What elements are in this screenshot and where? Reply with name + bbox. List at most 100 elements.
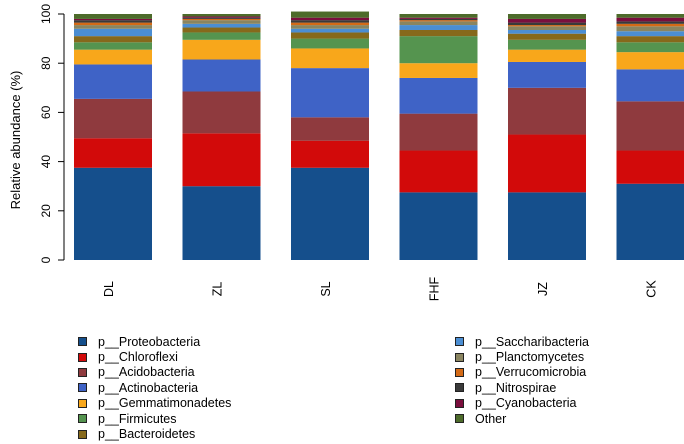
bar-segment <box>74 49 152 65</box>
bar-segment <box>291 48 369 69</box>
legend-swatch <box>78 383 87 393</box>
legend-swatch <box>455 383 464 393</box>
bar-segment <box>182 186 261 260</box>
bar-segment <box>74 20 152 23</box>
legend-label: Other <box>475 411 507 426</box>
bar-segment <box>74 28 152 37</box>
bar-segment <box>291 25 369 29</box>
legend-label: p__Verrucomicrobia <box>475 365 587 380</box>
legend-right-column: p__Saccharibacteria p__Planctomycetes p__V… <box>455 334 589 426</box>
legend-label: p__Gemmatimonadetes <box>98 396 232 411</box>
y-axis-label: Relative abundance (%) <box>8 71 23 210</box>
legend-label: p__Chloroflexi <box>98 350 178 365</box>
bar-segment <box>291 68 369 118</box>
x-tick-label: ZL <box>211 282 225 297</box>
bar-segment <box>182 23 261 28</box>
legend-item: p__Acidobacteria <box>78 365 231 380</box>
legend-item: p__Cyanobacteria <box>455 396 589 411</box>
y-tick-label: 100 <box>39 4 53 24</box>
legend-label: p__Cyanobacteria <box>475 396 577 411</box>
legend-swatch <box>78 367 87 377</box>
bar-segment <box>291 11 369 18</box>
bar-segment <box>291 140 369 168</box>
bar-segment <box>616 183 684 260</box>
x-tick-label: SL <box>319 281 333 296</box>
y-tick-label: 20 <box>39 204 53 218</box>
bar-segment <box>399 63 478 78</box>
bar-segment <box>508 61 586 88</box>
x-tick-label: FHF <box>428 276 442 301</box>
y-tick-label: 40 <box>39 155 53 169</box>
bar-segment <box>616 21 684 24</box>
bar-segment <box>508 14 586 19</box>
bar-segment <box>508 25 586 27</box>
legend-label: p__Saccharibacteria <box>475 334 589 349</box>
legend-label: p__Planctomycetes <box>475 350 585 365</box>
bars <box>74 11 684 260</box>
bar-segment <box>291 117 369 141</box>
bar-segment <box>616 17 684 22</box>
bar-segment <box>399 192 478 260</box>
bar-segment <box>616 36 684 43</box>
bar-segment <box>74 22 152 26</box>
bar-segment <box>508 33 586 40</box>
bar-segment <box>616 23 684 27</box>
bar-segment <box>508 134 586 193</box>
x-tick-label: DL <box>102 281 116 297</box>
bar-segment <box>74 138 152 168</box>
bar-segment <box>399 20 478 22</box>
legend-item: p__Saccharibacteria <box>455 334 589 349</box>
bar-segment <box>74 98 152 139</box>
bar-segment <box>616 101 684 151</box>
bar-segment <box>399 21 478 26</box>
legend-label: p__Bacteroidetes <box>98 427 196 442</box>
bar-segment <box>508 87 586 135</box>
bar-segment <box>399 17 478 19</box>
bar-segment <box>182 91 261 134</box>
bar-segment <box>616 14 684 18</box>
bar-segment <box>182 14 261 17</box>
bar-segment <box>182 133 261 187</box>
legend-item: p__Actinobacteria <box>78 380 231 395</box>
legend-swatch <box>455 352 464 362</box>
bar-segment <box>399 14 478 18</box>
legend-item: p__Planctomycetes <box>455 349 589 364</box>
bar-segment <box>399 77 478 114</box>
bar-segment <box>399 25 478 30</box>
bar-segment <box>182 17 261 19</box>
bar-segment <box>291 167 369 260</box>
stacked-bar-chart: 0 20 40 60 80 100 DL ZL SL FHF JZ CK Relative abun… <box>8 4 684 301</box>
bar-segment <box>291 38 369 49</box>
legend-item: p__Chloroflexi <box>78 349 231 364</box>
legend-swatch <box>455 414 464 424</box>
legend-label: p__Nitrospirae <box>475 380 557 395</box>
bar-segment <box>399 113 478 151</box>
bar-segment <box>616 42 684 53</box>
bar-segment <box>74 14 152 19</box>
bar-segment <box>508 29 586 34</box>
bar-segment <box>616 150 684 184</box>
bar-segment <box>616 52 684 70</box>
bar-segment <box>182 20 261 24</box>
legend-swatch <box>78 414 87 424</box>
legend-swatch <box>78 429 87 439</box>
bar-segment <box>616 31 684 37</box>
y-tick-label: 80 <box>39 56 53 70</box>
bar-segment <box>508 49 586 62</box>
bar-segment <box>182 32 261 40</box>
bar-segment <box>74 36 152 43</box>
bar-segment <box>291 32 369 39</box>
bar-segment <box>616 69 684 102</box>
bar-segment <box>74 42 152 50</box>
bar-segment <box>508 39 586 50</box>
bar-segment <box>291 28 369 33</box>
bar-segment <box>74 25 152 29</box>
bar-segment <box>616 26 684 32</box>
legend-label: p__Acidobacteria <box>98 365 195 380</box>
bar-segment <box>74 64 152 99</box>
bar-segment <box>182 39 261 60</box>
legend-item: p__Firmicutes <box>78 411 231 426</box>
legend-item: p__Proteobacteria <box>78 334 231 349</box>
bar-segment <box>399 29 478 37</box>
x-axis-labels: DL ZL SL FHF JZ CK <box>102 276 659 301</box>
